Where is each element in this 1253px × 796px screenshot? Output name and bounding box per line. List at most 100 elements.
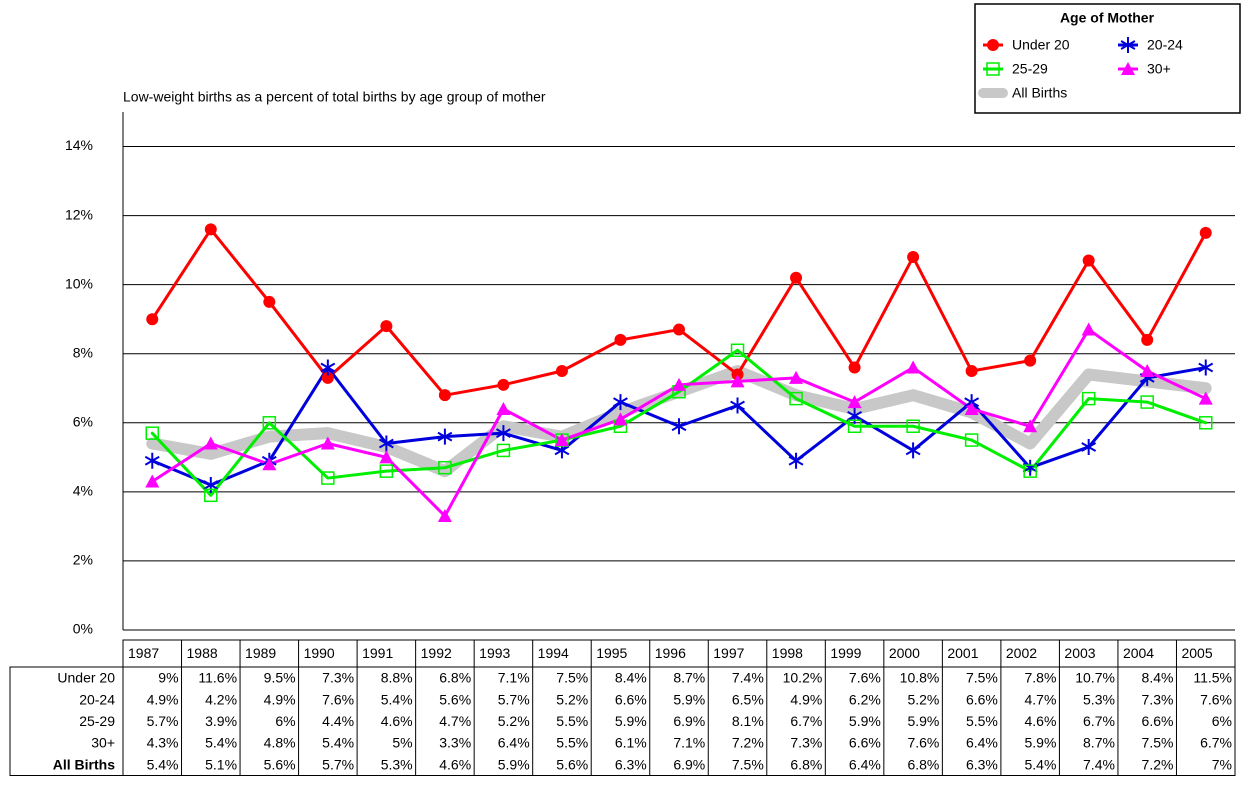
y-tick-label: 10% [65, 275, 93, 291]
table-value: 11.6% [198, 670, 237, 686]
table-value: 6.9% [673, 713, 705, 729]
table-value: 6.3% [966, 756, 998, 772]
point [964, 433, 979, 447]
x-tick-label: 1991 [362, 645, 393, 661]
point [905, 442, 921, 459]
point [497, 378, 510, 391]
point [789, 391, 803, 406]
table-value: 5.7% [322, 756, 354, 772]
point [320, 359, 336, 376]
table-value: 7.6% [849, 670, 881, 686]
point [847, 407, 863, 424]
point [379, 464, 394, 478]
table-value: 10.2% [783, 670, 823, 686]
table-value: 5.2% [556, 691, 588, 707]
x-tick-label: 2000 [889, 645, 920, 661]
table-value: 7.4% [1083, 756, 1115, 772]
table-value: 6% [275, 713, 295, 729]
table-value: 5.9% [1024, 735, 1056, 751]
point [204, 488, 218, 503]
x-tick-label: 1994 [538, 645, 569, 661]
point [263, 295, 276, 308]
point [848, 361, 861, 374]
point [379, 450, 394, 464]
point [986, 62, 1000, 76]
table-value: 7.6% [1200, 691, 1232, 707]
table-value: 6.6% [849, 735, 881, 751]
table-value: 4.9% [264, 691, 296, 707]
table-value: 7.4% [732, 670, 764, 686]
table-value: 10.8% [900, 670, 940, 686]
table-value: 5.6% [264, 756, 296, 772]
x-tick-label: 1988 [187, 645, 218, 661]
table-value: 5.4% [322, 735, 354, 751]
point [203, 436, 218, 450]
row-label: 20-24 [79, 691, 115, 707]
point [321, 471, 335, 485]
table-value: 8.7% [673, 670, 705, 686]
table-value: 3.9% [205, 713, 237, 729]
table-value: 5.1% [205, 756, 237, 772]
point [378, 435, 394, 452]
table-value: 6.6% [615, 691, 647, 707]
point [495, 425, 511, 442]
table-value: 7.5% [1142, 735, 1174, 751]
point [788, 452, 804, 469]
point [438, 389, 451, 402]
table-value: 7.3% [790, 735, 822, 751]
x-tick-label: 1992 [421, 645, 452, 661]
point [262, 457, 277, 471]
point [203, 476, 219, 493]
row-label: 30+ [91, 735, 115, 751]
x-tick-label: 2004 [1123, 645, 1154, 661]
point [1081, 322, 1096, 336]
series-line [150, 227, 1208, 397]
table-value: 5.3% [1083, 691, 1115, 707]
table-value: 7% [1212, 756, 1232, 772]
point [1198, 359, 1214, 376]
point [438, 460, 452, 475]
point [1140, 364, 1155, 377]
legend-label: Under 20 [1012, 37, 1070, 53]
point [673, 323, 685, 336]
table-border [9, 666, 1236, 776]
table-value: 5.9% [907, 713, 939, 729]
point [1024, 354, 1037, 367]
table-value: 7.6% [322, 691, 354, 707]
point [906, 360, 921, 374]
point [671, 418, 687, 435]
point [730, 343, 745, 358]
point [496, 443, 511, 458]
table-value: 7.3% [1142, 691, 1174, 707]
table-value: 7.2% [1142, 756, 1174, 772]
x-tick-label: 1996 [655, 645, 686, 661]
point [613, 412, 628, 426]
point [906, 419, 920, 434]
table-value: 5.4% [147, 756, 179, 772]
table-value: 7.6% [907, 735, 939, 751]
point [144, 452, 160, 469]
table-value: 4.6% [381, 713, 413, 729]
table-value: 4.9% [790, 691, 822, 707]
point [1121, 62, 1135, 75]
table-value: 10.7% [1075, 670, 1115, 686]
table-value: 6.6% [966, 691, 998, 707]
table-value: 6.4% [966, 735, 998, 751]
table-value: 11.5% [1193, 670, 1232, 686]
table-value: 5.7% [147, 713, 179, 729]
point [146, 313, 159, 326]
point [1140, 395, 1154, 409]
table-value: 8.7% [1083, 735, 1115, 751]
table-value: 7.3% [322, 670, 354, 686]
point [1023, 419, 1038, 433]
point [145, 426, 160, 440]
point [987, 39, 999, 51]
y-tick-label: 6% [73, 414, 93, 430]
point [321, 371, 334, 384]
legend-label: 20-24 [1147, 37, 1183, 53]
table-value: 5.9% [498, 756, 530, 772]
x-tick-label: 1989 [245, 645, 276, 661]
table-value: 5.4% [205, 735, 237, 751]
table-value: 6% [1212, 713, 1232, 729]
